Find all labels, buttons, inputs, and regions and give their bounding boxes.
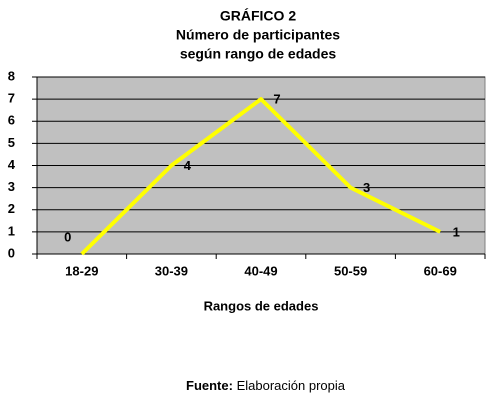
y-tick-label: 7: [8, 91, 15, 106]
y-tick-label: 0: [8, 245, 15, 260]
data-label: 3: [363, 180, 370, 195]
source-text: Elaboración propia: [237, 378, 346, 393]
chart-title: GRÁFICO 2: [220, 8, 296, 24]
y-tick-label: 4: [8, 157, 16, 172]
y-tick-label: 3: [8, 179, 15, 194]
data-label: 0: [64, 229, 71, 244]
chart-title: Número de participantes: [176, 27, 340, 43]
data-line: [80, 97, 442, 256]
data-label: 7: [273, 92, 280, 107]
y-tick-label: 8: [8, 68, 15, 83]
x-tick-label: 50-59: [334, 263, 367, 278]
x-tick-label: 30-39: [155, 263, 188, 278]
y-tick-label: 1: [8, 223, 15, 238]
x-tick-label: 18-29: [65, 263, 98, 278]
y-tick-label: 2: [8, 201, 15, 216]
y-tick-label: 5: [8, 135, 15, 150]
data-label: 4: [184, 158, 192, 173]
source: Fuente: Elaboración propia: [186, 378, 346, 393]
x-axis-label: Rangos de edades: [204, 298, 319, 313]
data-label: 1: [453, 224, 460, 239]
y-tick-label: 6: [8, 113, 15, 128]
x-tick-label: 40-49: [244, 263, 277, 278]
chart-title: según rango de edades: [180, 46, 337, 62]
source-label: Fuente:: [186, 378, 233, 393]
x-tick-label: 60-69: [424, 263, 457, 278]
